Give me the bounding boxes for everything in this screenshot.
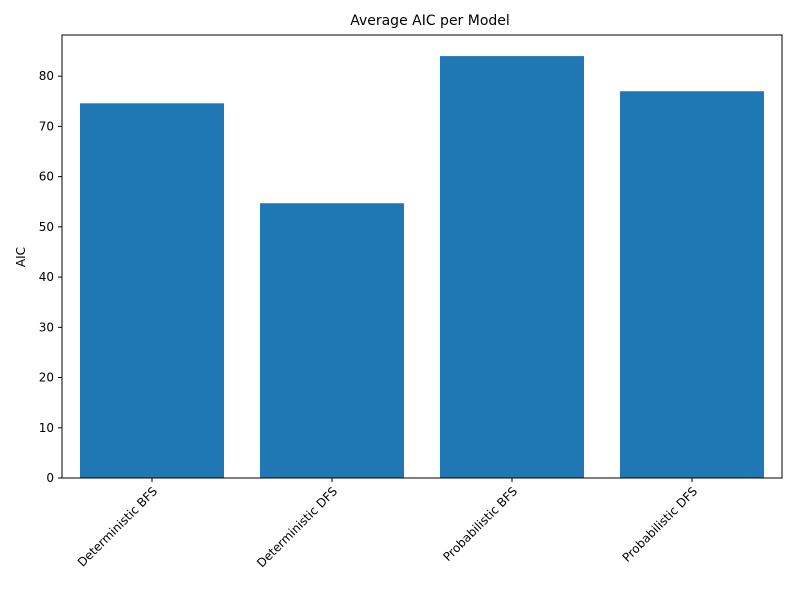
y-tick-label: 0 — [46, 471, 54, 485]
bar-probabilistic-bfs — [440, 56, 584, 478]
bar-deterministic-dfs — [260, 203, 404, 478]
x-tick-label: Deterministic DFS — [254, 484, 340, 570]
y-tick-label: 50 — [39, 220, 54, 234]
chart-title: Average AIC per Model — [350, 13, 510, 29]
plot-frame — [61, 34, 783, 479]
x-tick-label: Probabilistic BFS — [440, 484, 520, 564]
x-tick-label: Probabilistic DFS — [620, 484, 701, 565]
y-tick-label: 40 — [39, 270, 54, 284]
bar-deterministic-bfs — [80, 103, 224, 479]
x-tick-label: Deterministic BFS — [75, 484, 160, 569]
y-tick-label: 20 — [39, 371, 54, 385]
y-tick-label: 60 — [39, 170, 54, 184]
y-tick-label: 10 — [39, 421, 54, 435]
y-axis-label: AIC — [14, 247, 28, 267]
y-tick-label: 70 — [39, 119, 54, 133]
y-tick-label: 80 — [39, 69, 54, 83]
bar-probabilistic-dfs — [620, 91, 764, 478]
y-tick-label: 30 — [39, 320, 54, 334]
bars-group — [80, 56, 764, 479]
